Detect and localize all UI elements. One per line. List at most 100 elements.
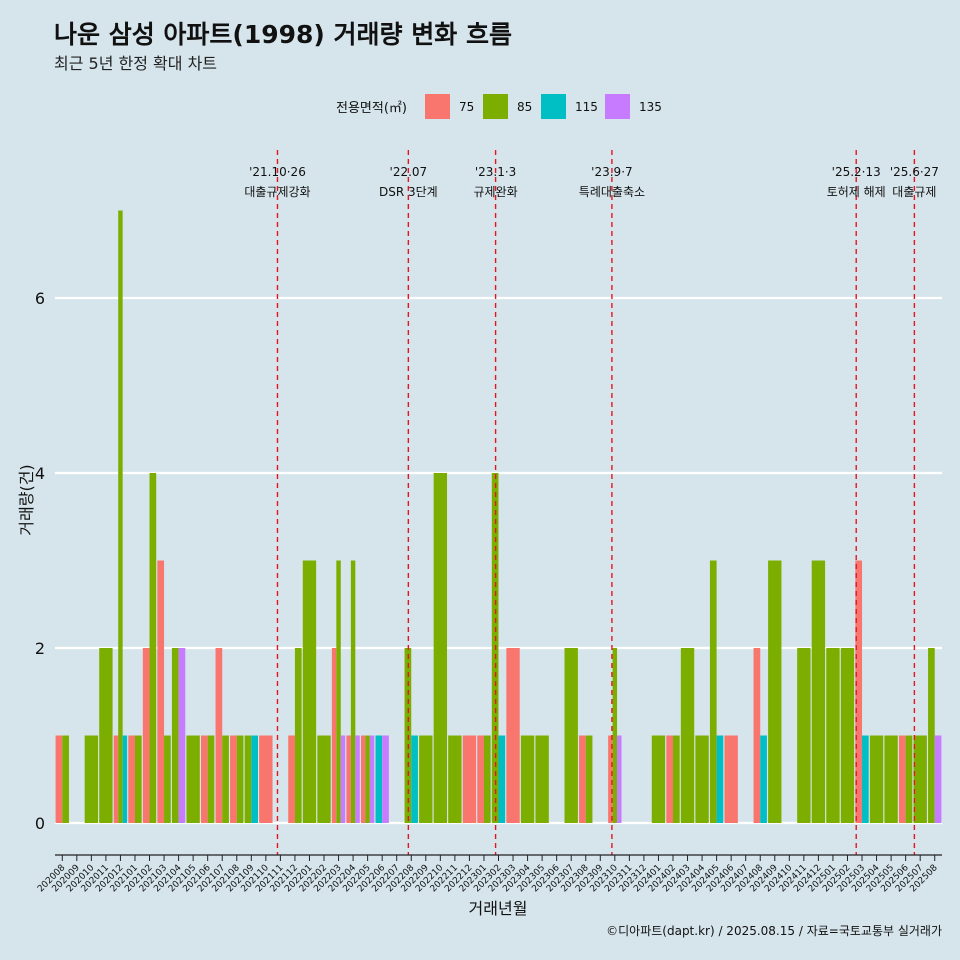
bar-202305-85	[535, 735, 549, 823]
bar-202109-85	[244, 735, 252, 823]
bar-202012-75	[113, 735, 119, 823]
legend-key-115	[541, 94, 566, 119]
bar-202412-85	[811, 560, 826, 823]
bar-202103-75	[157, 560, 165, 823]
bar-202102-85	[149, 473, 157, 823]
bar-202012-115	[122, 735, 128, 823]
x-axis-label: 거래년월	[469, 899, 528, 918]
bar-202202-85	[317, 735, 331, 823]
caption: ©디아파트(dapt.kr) / 2025.08.15 / 자료=국토교통부 실…	[606, 924, 942, 938]
bar-202406-75	[724, 735, 738, 823]
bar-202204-75	[346, 735, 351, 823]
bar-202507-85	[913, 735, 927, 823]
bar-202010-85	[84, 735, 99, 823]
bar-202301-75	[477, 735, 484, 823]
bar-202101-75	[128, 735, 135, 823]
bar-202506-85	[905, 735, 913, 823]
bar-202008-75	[55, 735, 63, 823]
event-text-0: 대출규제강화	[244, 185, 310, 199]
bar-202409-85	[768, 560, 782, 823]
legend-key-135	[605, 94, 630, 119]
bar-202102-75	[142, 648, 150, 823]
bar-202108-85	[236, 735, 244, 823]
bar-202405-115	[716, 735, 724, 823]
event-date-3: '23.9·7	[591, 165, 632, 179]
legend-label-85: 85	[517, 100, 532, 114]
y-tick-label: 2	[35, 639, 45, 658]
bar-202405-85	[709, 560, 717, 823]
legend-key-75	[425, 94, 450, 119]
y-axis: 0 2 4 6	[35, 289, 45, 833]
bar-202107-75	[215, 648, 223, 823]
bar-202506-75	[898, 735, 906, 823]
bar-202106-75	[200, 735, 208, 823]
bar-202401-85	[651, 735, 666, 823]
bar-202503-75	[855, 560, 863, 823]
bar-202101-85	[134, 735, 142, 823]
bar-202209-85	[419, 735, 433, 823]
bar-202112-75	[288, 735, 295, 823]
bar-202108-75	[230, 735, 237, 823]
bar-202208-115	[411, 735, 418, 823]
legend-label-75: 75	[459, 100, 474, 114]
event-date-2: '23.1·3	[475, 165, 516, 179]
bar-202107-85	[222, 735, 229, 823]
bar-202307-85	[564, 648, 578, 823]
bar-202110-75	[259, 735, 273, 823]
bar-202204-135	[355, 735, 360, 823]
bar-202303-75	[506, 648, 520, 823]
event-text-5: 대출규제	[892, 185, 936, 199]
event-markers: '21.10·26 대출규제강화 '22.07 DSR 3단계 '23.1·3 규제완화 '…	[244, 150, 939, 855]
bar-202008-85	[62, 735, 69, 823]
bar-202203-85	[336, 560, 341, 823]
bar-202106-85	[207, 735, 215, 823]
bar-202310-135	[617, 735, 622, 823]
bar-202205-85	[365, 735, 370, 823]
bar-202206-115	[375, 735, 383, 823]
event-text-3: 특례대출축소	[579, 185, 645, 199]
bar-202508-85	[928, 648, 935, 823]
bar-202204-85	[350, 560, 356, 823]
event-date-0: '21.10·26	[249, 165, 306, 179]
event-date-5: '25.6·27	[890, 165, 939, 179]
event-date-4: '25.2·13	[832, 165, 881, 179]
bar-202408-75	[753, 648, 761, 823]
bar-202505-85	[884, 735, 898, 823]
bar-202104-85	[171, 648, 179, 823]
y-axis-label: 거래량(건)	[17, 464, 36, 535]
bar-202408-115	[760, 735, 767, 823]
bar-202203-75	[331, 648, 337, 823]
legend-label-115: 115	[575, 100, 598, 114]
bar-202402-75	[666, 735, 673, 823]
legend-label-135: 135	[639, 100, 662, 114]
bar-202112-85	[294, 648, 302, 823]
bar-202501-85	[826, 648, 840, 823]
bar-202502-85	[840, 648, 855, 823]
bar-202203-135	[340, 735, 346, 823]
legend-title: 전용면적(㎡)	[336, 101, 407, 116]
bar-202302-115	[498, 735, 506, 823]
bar-202205-135	[369, 735, 375, 823]
event-date-1: '22.07	[390, 165, 428, 179]
bar-202508-135	[934, 735, 942, 823]
bar-202304-85	[520, 735, 535, 823]
legend: 전용면적(㎡) 75 85 115 135	[336, 94, 662, 119]
bar-202205-75	[360, 735, 366, 823]
bar-202109-115	[251, 735, 258, 823]
bar-202402-85	[672, 735, 680, 823]
bar-202308-75	[579, 735, 586, 823]
bar-202403-85	[680, 648, 695, 823]
legend-key-85	[483, 94, 508, 119]
bar-202310-85	[612, 648, 618, 823]
y-tick-label: 4	[35, 464, 45, 483]
chart-title: 나운 삼성 아파트(1998) 거래량 변화 흐름	[54, 20, 512, 49]
bars	[55, 210, 942, 823]
bar-202104-135	[178, 648, 186, 823]
bar-202210-85	[433, 473, 448, 823]
bar-202301-85	[483, 735, 491, 823]
event-text-1: DSR 3단계	[379, 185, 438, 199]
bar-202011-85	[99, 648, 113, 823]
event-text-4: 토허제 해제	[827, 185, 886, 199]
event-text-2: 규제완화	[474, 185, 518, 199]
